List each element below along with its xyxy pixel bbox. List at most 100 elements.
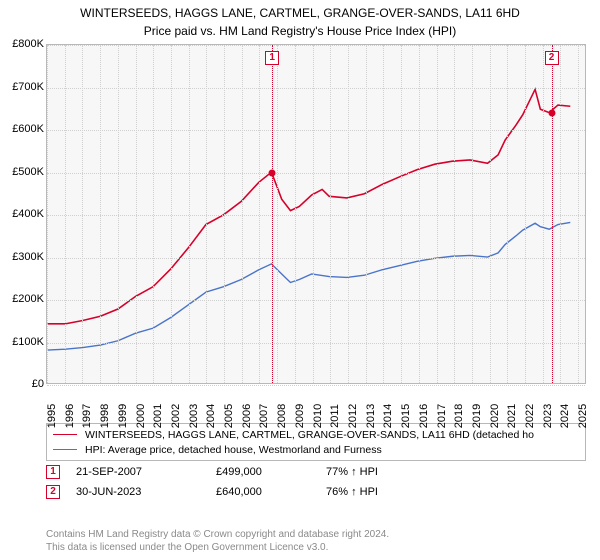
event-date: 21-SEP-2007 [76, 466, 216, 478]
gridline-horizontal [47, 385, 585, 386]
footer-attribution: Contains HM Land Registry data © Crown c… [46, 528, 586, 554]
gridline-vertical [437, 45, 438, 383]
gridline-vertical [578, 45, 579, 383]
x-axis-tick-label: 2005 [223, 404, 235, 428]
y-axis-tick-label: £300K [2, 251, 44, 263]
y-axis-tick-label: £500K [2, 166, 44, 178]
series-line-hpi [48, 222, 571, 350]
gridline-vertical [348, 45, 349, 383]
gridline-vertical [65, 45, 66, 383]
event-table: 1 21-SEP-2007£499,00077% ↑ HPI 2 30-JUN-202… [46, 462, 586, 502]
x-axis-tick-label: 1999 [117, 404, 129, 428]
gridline-horizontal [47, 130, 585, 131]
line-plot-svg [47, 45, 585, 383]
gridline-horizontal [47, 173, 585, 174]
gridline-vertical [313, 45, 314, 383]
event-vline [552, 45, 553, 383]
event-badge-chart: 1 [265, 51, 279, 65]
footer-line2: This data is licensed under the Open Gov… [46, 541, 586, 554]
x-axis-tick-label: 2017 [436, 404, 448, 428]
y-axis-tick-label: £200K [2, 293, 44, 305]
gridline-vertical [242, 45, 243, 383]
gridline-vertical [366, 45, 367, 383]
x-axis-tick-label: 2015 [400, 404, 412, 428]
event-marker-dot [548, 110, 555, 117]
chart-title-line1: WINTERSEEDS, HAGGS LANE, CARTMEL, GRANGE… [8, 6, 592, 22]
x-axis-tick-label: 2001 [152, 404, 164, 428]
legend-label-hpi: HPI: Average price, detached house, West… [85, 444, 382, 456]
y-axis-tick-label: £700K [2, 81, 44, 93]
x-axis-tick-label: 2020 [489, 404, 501, 428]
gridline-horizontal [47, 258, 585, 259]
gridline-vertical [189, 45, 190, 383]
x-axis-tick-label: 2019 [471, 404, 483, 428]
x-axis-tick-label: 1997 [81, 404, 93, 428]
gridline-vertical [82, 45, 83, 383]
gridline-vertical [100, 45, 101, 383]
x-axis-tick-label: 2012 [347, 404, 359, 428]
x-axis-tick-label: 2007 [258, 404, 270, 428]
gridline-vertical [383, 45, 384, 383]
x-axis-tick-label: 2023 [542, 404, 554, 428]
gridline-vertical [277, 45, 278, 383]
x-axis-tick-label: 1998 [99, 404, 111, 428]
x-axis-tick-label: 2014 [382, 404, 394, 428]
x-axis-tick-label: 2021 [506, 404, 518, 428]
event-row: 230-JUN-2023£640,00076% ↑ HPI [46, 482, 586, 502]
x-axis-tick-label: 2011 [329, 404, 341, 428]
y-axis-tick-label: £800K [2, 38, 44, 50]
gridline-horizontal [47, 343, 585, 344]
event-marker-dot [269, 169, 276, 176]
x-axis-tick-label: 2018 [453, 404, 465, 428]
x-axis-tick-label: 2003 [188, 404, 200, 428]
x-axis-tick-label: 2009 [294, 404, 306, 428]
event-date: 30-JUN-2023 [76, 486, 216, 498]
legend-row-hpi: HPI: Average price, detached house, West… [53, 442, 579, 457]
y-axis-tick-label: £100K [2, 336, 44, 348]
legend-swatch-hpi [53, 449, 77, 450]
event-badge-chart: 2 [545, 51, 559, 65]
gridline-vertical [490, 45, 491, 383]
series-line-price_paid [48, 89, 571, 324]
gridline-vertical [118, 45, 119, 383]
gridline-vertical [171, 45, 172, 383]
chart-container: WINTERSEEDS, HAGGS LANE, CARTMEL, GRANGE… [0, 0, 600, 560]
gridline-vertical [136, 45, 137, 383]
x-axis-tick-label: 2016 [418, 404, 430, 428]
event-badge-list: 1 [46, 465, 60, 479]
y-axis-tick-label: £600K [2, 123, 44, 135]
x-axis-tick-label: 2010 [312, 404, 324, 428]
gridline-vertical [153, 45, 154, 383]
x-axis-tick-label: 2006 [241, 404, 253, 428]
x-axis-tick-label: 2000 [135, 404, 147, 428]
x-axis-tick-label: 2024 [559, 404, 571, 428]
legend-row-price-paid: WINTERSEEDS, HAGGS LANE, CARTMEL, GRANGE… [53, 427, 579, 442]
gridline-vertical [543, 45, 544, 383]
x-axis-tick-label: 2008 [276, 404, 288, 428]
gridline-vertical [560, 45, 561, 383]
x-axis-tick-label: 2025 [577, 404, 589, 428]
event-badge-list: 2 [46, 485, 60, 499]
gridline-vertical [295, 45, 296, 383]
x-axis-tick-label: 2022 [524, 404, 536, 428]
gridline-vertical [472, 45, 473, 383]
gridline-horizontal [47, 300, 585, 301]
gridline-vertical [454, 45, 455, 383]
x-axis-tick-label: 2004 [205, 404, 217, 428]
legend-swatch-price-paid [53, 434, 77, 435]
x-axis-tick-label: 1996 [64, 404, 76, 428]
event-row: 1 21-SEP-2007£499,00077% ↑ HPI [46, 462, 586, 482]
event-price: £499,000 [216, 466, 326, 478]
gridline-vertical [47, 45, 48, 383]
gridline-vertical [259, 45, 260, 383]
footer-line1: Contains HM Land Registry data © Crown c… [46, 528, 586, 541]
plot-area: 12 [46, 44, 586, 384]
x-axis-tick-label: 2013 [365, 404, 377, 428]
event-hpi: 77% ↑ HPI [326, 466, 586, 478]
gridline-vertical [525, 45, 526, 383]
event-vline [272, 45, 273, 383]
y-axis-tick-label: £400K [2, 208, 44, 220]
chart-title-line2: Price paid vs. HM Land Registry's House … [8, 24, 592, 40]
x-axis-tick-label: 2002 [170, 404, 182, 428]
event-hpi: 76% ↑ HPI [326, 486, 586, 498]
